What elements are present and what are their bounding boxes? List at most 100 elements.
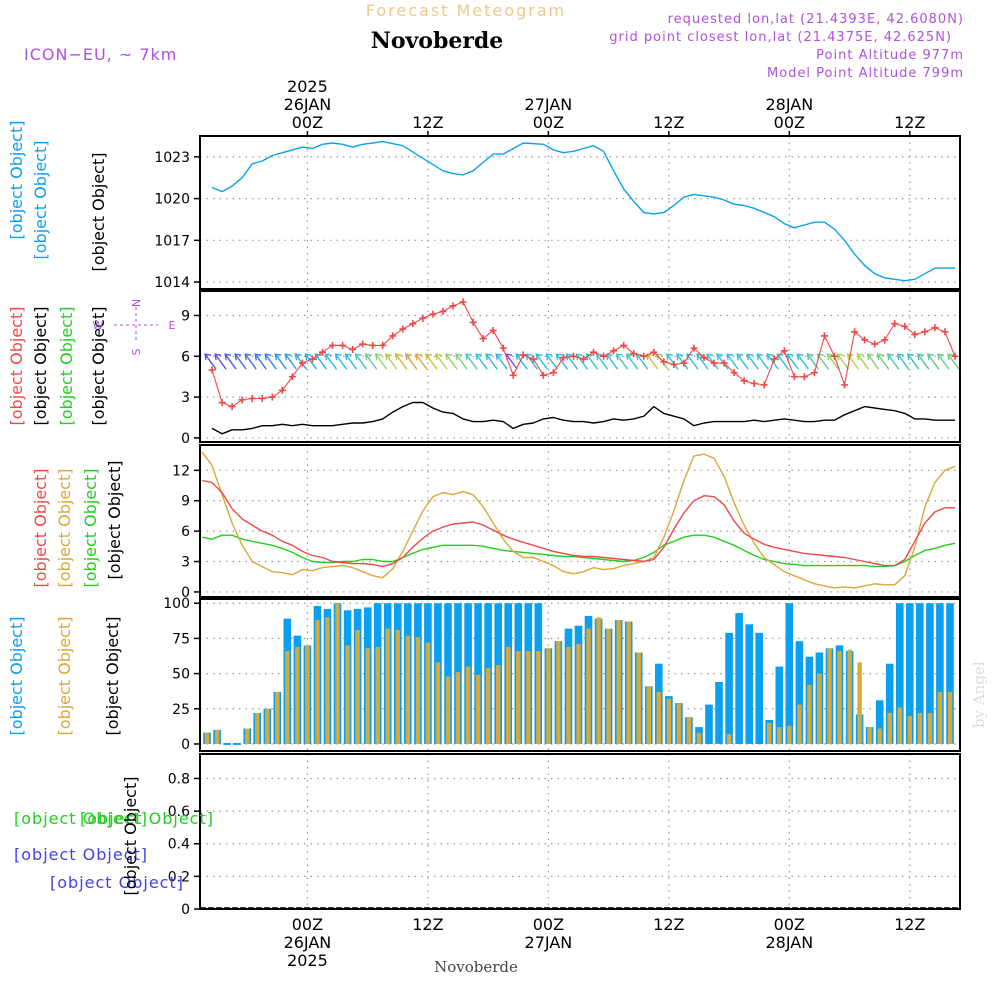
sfc-temp-line <box>201 451 956 589</box>
wind-arrow <box>254 353 267 370</box>
frame-layer <box>194 131 961 910</box>
panel-frame <box>199 135 961 290</box>
wind-gust-marker <box>720 359 728 367</box>
y-tick-label: 1020 <box>154 192 190 208</box>
panel-label: [object Object] <box>105 461 124 580</box>
y-tick-label: 0.4 <box>168 837 190 853</box>
low-cloud-bar <box>285 651 290 744</box>
low-cloud-bar <box>586 628 591 744</box>
bottom-time-label: 00Z <box>774 915 805 934</box>
panel-label: [object Object] <box>31 469 50 588</box>
wind-arrow <box>646 353 659 370</box>
low-cloud-bar <box>636 652 641 744</box>
wind-gust-marker <box>610 347 618 355</box>
low-cloud-bar <box>365 648 370 744</box>
wind-arrow <box>395 353 408 370</box>
panel-frame <box>199 753 961 910</box>
wind-gust-marker <box>439 307 447 315</box>
wind-arrow <box>796 353 809 370</box>
low-cloud-bar <box>927 713 933 744</box>
y-tick-label: 1014 <box>154 275 190 291</box>
wind-arrow <box>836 353 850 370</box>
panel-label: [object Object] <box>55 469 74 588</box>
wind-gust-marker <box>901 322 909 330</box>
panel-label: [object Object] <box>103 617 122 736</box>
low-cloud-bar <box>435 662 441 744</box>
wind-gust-marker <box>600 352 608 360</box>
wind-gust-marker <box>690 344 698 352</box>
wind-gust-marker <box>670 360 678 368</box>
low-cloud-bar <box>656 691 661 744</box>
footer-location: Novoberde <box>434 958 518 976</box>
wind-gust-marker <box>539 371 547 379</box>
wind-gust-marker <box>449 302 457 310</box>
wind-arrow <box>324 353 338 370</box>
wind-gust-marker <box>389 332 397 340</box>
gridpoint-coords: grid point closest lon,lat (21.4375E, 42… <box>609 30 952 45</box>
wind-gust-marker <box>911 331 919 339</box>
wind-gust-marker <box>399 325 407 333</box>
wind-gust-marker <box>339 341 347 349</box>
total-cloud-bar <box>885 663 894 744</box>
wind-arrow <box>625 353 639 370</box>
wind-arrow <box>896 353 910 370</box>
wind-arrow <box>575 353 589 370</box>
y-tick-label: 0.2 <box>168 869 190 885</box>
dewpoint-line <box>201 534 956 568</box>
wind-gust-marker <box>569 352 577 360</box>
wind-gust-marker <box>710 359 718 367</box>
wind-arrow <box>676 353 689 370</box>
wind-gust-marker <box>238 396 246 404</box>
total-cloud-bar <box>705 704 713 744</box>
wind-gust-marker <box>580 355 588 363</box>
wind-arrow <box>435 353 448 370</box>
wind-arrow <box>455 353 468 370</box>
wind-gust-line <box>211 301 956 408</box>
bottom-time-label: 00Z <box>292 915 323 934</box>
total-cloud-bar <box>795 641 804 744</box>
top-time-label: 2025 <box>287 77 328 96</box>
wind-arrow <box>384 353 398 370</box>
low-cloud-bar <box>305 645 310 744</box>
wind-gust-marker <box>760 381 768 389</box>
y-tick-label: 50 <box>172 667 190 683</box>
wind-arrow <box>364 353 378 370</box>
wind-gust-marker <box>630 350 638 358</box>
low-cloud-bar <box>445 676 451 744</box>
panel-frame <box>199 290 961 443</box>
low-cloud-bar <box>646 686 651 744</box>
low-cloud-bar <box>345 645 350 744</box>
low-cloud-bar <box>606 628 611 744</box>
low-cloud-bar <box>847 649 852 744</box>
precip-rain-label: [object Object] <box>80 809 214 828</box>
panel-label: [object Object] <box>7 617 26 736</box>
panel-label: [object Object] <box>31 307 50 426</box>
wind-gust-marker <box>318 348 326 356</box>
y-tick-label: 0.8 <box>168 771 190 787</box>
top-time-label: 12Z <box>412 113 443 132</box>
wind-gust-marker <box>951 352 959 360</box>
panel-frame <box>199 598 961 752</box>
bottom-time-label: 12Z <box>412 915 443 934</box>
low-cloud-bar <box>214 729 220 744</box>
total-cloud-bar <box>936 603 944 744</box>
low-cloud-bar <box>777 727 782 744</box>
low-cloud-bar <box>485 668 491 744</box>
low-cloud-bar <box>877 728 882 744</box>
y-tick-label: 0 <box>181 902 190 918</box>
wind-gust-marker <box>228 403 236 411</box>
wind-gust-marker <box>881 336 889 344</box>
wind-gust-marker <box>730 369 738 377</box>
low-cloud-bar <box>626 621 631 744</box>
wind-gust-marker <box>861 336 869 344</box>
total-cloud-bar <box>785 603 794 744</box>
panel-label: [object Object] <box>81 469 100 588</box>
total-cloud-bar <box>916 603 924 744</box>
low-cloud-bar <box>897 707 902 744</box>
wind-gust-marker <box>529 355 537 363</box>
y-tick-label: 3 <box>181 555 190 571</box>
wind-gust-marker <box>549 369 557 377</box>
data-layer <box>200 140 960 909</box>
bottom-time-label: 28JAN <box>765 933 813 952</box>
wind-gust-marker <box>660 358 668 366</box>
